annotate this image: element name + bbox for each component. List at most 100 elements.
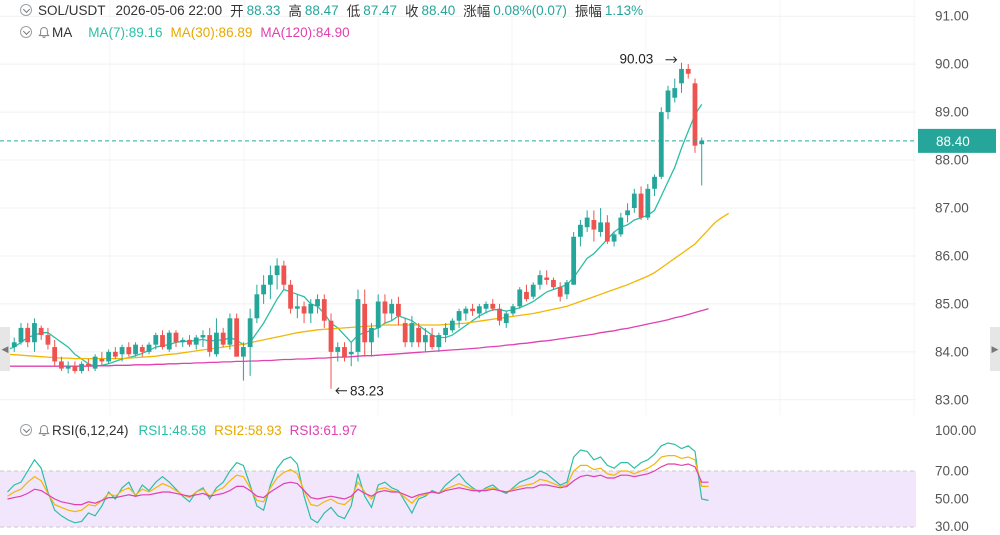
candle-body — [524, 291, 529, 300]
candle — [422, 327, 428, 352]
candle — [220, 327, 226, 348]
price-axis-tick: 90.00 — [935, 57, 969, 72]
low-price-annotation: 83.23 — [350, 383, 384, 398]
candle-body — [85, 363, 91, 367]
candle-body — [200, 335, 206, 338]
candle — [470, 303, 475, 316]
candle-body — [544, 277, 550, 280]
candle — [160, 330, 165, 350]
amplitude-value: 1.13% — [604, 2, 644, 18]
rsi-indicator-name: RSI(6,12,24) — [52, 422, 129, 438]
candle-body — [261, 284, 267, 295]
price-axis-tick: 85.00 — [935, 296, 969, 311]
candle — [503, 311, 509, 328]
candle-body — [207, 335, 213, 352]
candle-body — [281, 265, 287, 285]
candle-body — [166, 332, 172, 350]
candle — [65, 361, 71, 374]
candle-body — [369, 327, 374, 343]
rsi2-value: RSI2:58.93 — [214, 422, 282, 438]
candle-body — [699, 140, 705, 145]
candle — [631, 188, 637, 213]
candle-body — [631, 193, 637, 208]
candle — [112, 347, 118, 360]
open-value: 88.33 — [246, 2, 281, 18]
candle — [476, 303, 482, 319]
candle — [490, 299, 496, 312]
candle — [153, 332, 159, 350]
candle — [315, 294, 320, 314]
candle-body — [274, 265, 280, 276]
candle — [11, 337, 17, 352]
candle — [355, 289, 361, 362]
candle — [342, 342, 347, 362]
candle-body — [503, 313, 509, 324]
candle-body — [342, 347, 347, 357]
collapse-chevron-icon[interactable] — [20, 4, 32, 16]
candle-body — [604, 222, 610, 242]
candle-body — [25, 327, 31, 343]
collapse-chevron-icon[interactable] — [20, 424, 32, 436]
rsi-axis-tick: 50.00 — [935, 492, 969, 507]
change-value: 0.08%(0.07) — [493, 2, 567, 18]
candle-body — [45, 335, 51, 345]
candle — [227, 313, 233, 350]
collapse-chevron-icon[interactable] — [20, 26, 32, 38]
candle-body — [652, 176, 657, 189]
candle-body — [328, 320, 334, 352]
candle — [443, 323, 448, 343]
candle-body — [234, 318, 240, 357]
candle — [362, 289, 368, 357]
candle-body — [422, 335, 428, 343]
candle — [416, 323, 422, 348]
candle — [564, 279, 570, 300]
candle-body — [396, 303, 401, 316]
candle-body — [517, 289, 523, 307]
candle — [92, 354, 98, 372]
scroll-right-icon[interactable]: ▶ — [990, 327, 1000, 371]
candle-body — [537, 275, 543, 285]
candle — [429, 327, 435, 350]
candle — [571, 231, 577, 285]
candle-body — [470, 308, 475, 312]
candle — [672, 78, 678, 103]
candle — [241, 342, 246, 381]
candle-body — [658, 112, 664, 177]
candle-body — [254, 294, 260, 319]
ma30-line — [7, 212, 730, 360]
candle — [611, 231, 617, 247]
bell-icon[interactable] — [38, 424, 50, 437]
rsi-axis-tick: 30.00 — [935, 519, 969, 534]
price-axis-tick: 87.00 — [935, 201, 969, 216]
ma7-value: MA(7):89.16 — [88, 24, 163, 40]
candle — [214, 318, 219, 357]
candle-body — [389, 303, 395, 314]
ma-legend: MA MA(7):89.16 MA(30):86.89 MA(120):84.9… — [20, 23, 358, 41]
candle — [85, 359, 91, 372]
candle — [72, 361, 78, 374]
candle — [294, 294, 300, 319]
candle — [456, 308, 462, 328]
candle-body — [11, 342, 17, 348]
candle — [625, 203, 630, 223]
candle-body — [551, 279, 556, 288]
candle-body — [32, 323, 37, 343]
candle — [375, 294, 381, 338]
low-value: 87.47 — [363, 2, 397, 18]
candle — [510, 303, 516, 316]
candle-body — [139, 347, 145, 352]
bell-icon[interactable] — [38, 26, 50, 39]
candle — [193, 335, 199, 350]
price-axis-tick: 84.00 — [935, 344, 969, 359]
candle — [308, 299, 314, 324]
amplitude-label: 振幅 — [574, 4, 602, 19]
candle — [699, 137, 705, 186]
candle-body — [584, 217, 590, 228]
scroll-left-icon[interactable]: ◀ — [0, 327, 10, 371]
close-value: 88.40 — [421, 2, 456, 18]
candle-body — [449, 320, 455, 331]
candle-body — [187, 339, 192, 345]
candle-body — [214, 332, 219, 355]
candle-body — [645, 188, 651, 218]
